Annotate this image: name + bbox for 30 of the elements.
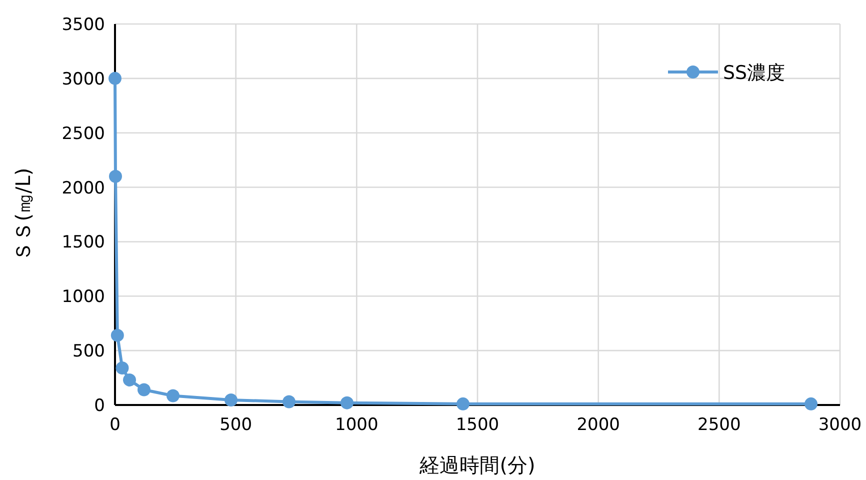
x-tick-label: 1000 [335, 415, 378, 435]
x-tick-label: 0 [110, 415, 120, 435]
x-tick-label: 1500 [456, 415, 500, 435]
legend-label: SS濃度 [723, 62, 786, 84]
x-tick-label: 2000 [576, 415, 620, 435]
point [456, 397, 470, 410]
y-tick-label: 3000 [62, 69, 105, 90]
y-tick-label: 0 [94, 396, 105, 416]
y-tick-label: 1500 [62, 232, 105, 253]
point [116, 361, 129, 374]
point [108, 170, 122, 183]
x-axis-title: 経過時間(分) [418, 453, 536, 477]
point [138, 383, 150, 396]
y-tick-label: 3500 [62, 15, 105, 35]
x-tick-label: 2500 [698, 415, 741, 435]
point [224, 393, 238, 406]
y-axis-title: ＳＳ(㎎/L) [11, 168, 35, 262]
x-tick-label: 500 [220, 415, 252, 435]
x-tick-label: 3000 [818, 415, 862, 435]
point [804, 397, 818, 410]
point [340, 396, 354, 410]
y-tick-label: 500 [72, 342, 105, 362]
point [166, 389, 180, 402]
point [110, 328, 124, 342]
y-tick-label: 1000 [62, 287, 105, 308]
point [123, 373, 136, 386]
y-tick-label: 2000 [62, 178, 105, 198]
point [282, 395, 296, 408]
y-tick-label: 2500 [62, 124, 105, 144]
point [108, 72, 122, 85]
